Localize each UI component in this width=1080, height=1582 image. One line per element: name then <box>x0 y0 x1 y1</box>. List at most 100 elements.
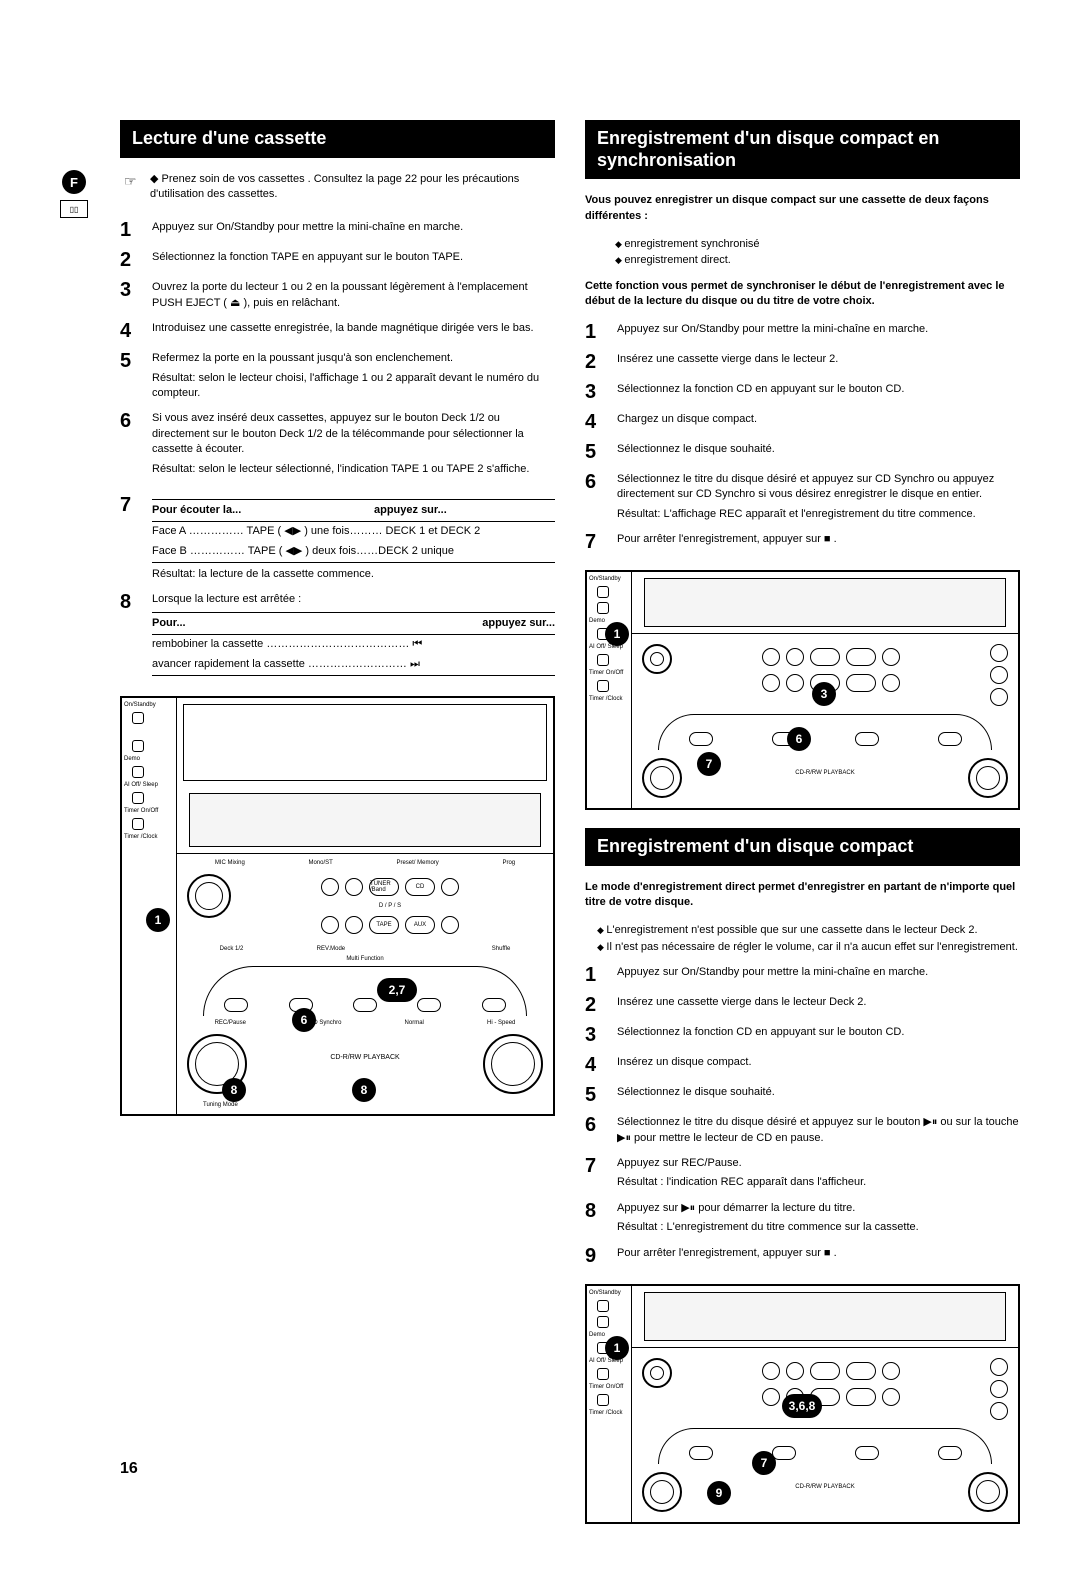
step-text: Sélectionnez le disque souhaité. <box>617 1085 1020 1105</box>
step: 6Sélectionnez le titre du disque désiré … <box>585 1115 1020 1146</box>
side-marker: F ▯▯ <box>60 170 88 218</box>
step-text: Insérez un disque compact. <box>617 1055 1020 1075</box>
power-btn-icon <box>990 644 1008 662</box>
step-text: Sélectionnez la fonction CD en appuyant … <box>617 382 1020 402</box>
step-result: Résultat: selon le lecteur sélectionné, … <box>152 462 555 477</box>
step-number: 5 <box>585 1085 607 1105</box>
step-7: 7 Pour écouter la...appuyez sur... Face … <box>120 495 555 583</box>
cd-btn-icon: CD <box>405 878 435 896</box>
step: 7Appuyez sur REC/Pause.Résultat : l'indi… <box>585 1156 1020 1191</box>
step-text: Sélectionnez le titre du disque désiré e… <box>617 472 1020 522</box>
step-result: Résultat: L'affichage REC apparaît et l'… <box>617 507 1020 522</box>
step-number: 3 <box>585 1025 607 1045</box>
callout-27: 2,7 <box>377 978 417 1002</box>
step: 3 Ouvrez la porte du lecteur 1 ou 2 en la… <box>120 280 555 311</box>
right-column: Enregistrement d'un disque compact en sy… <box>585 120 1020 1542</box>
pointer-icon: ☞ <box>124 172 137 192</box>
step-number: 6 <box>120 411 142 477</box>
step: 6Si vous avez inséré deux cassettes, app… <box>120 411 555 477</box>
step-text: Sélectionnez la fonction TAPE en appuyan… <box>152 250 555 270</box>
callout-6: 6 <box>292 1008 316 1032</box>
tape-btn-icon: TAPE <box>369 916 399 934</box>
standby-btn-icon <box>132 712 144 724</box>
step: 4 Insérez un disque compact. <box>585 1055 1020 1075</box>
language-badge: F <box>62 170 86 194</box>
step-number: 6 <box>585 1115 607 1146</box>
step-text: Pour arrêter l'enregistrement, appuyer s… <box>617 532 1020 552</box>
step-number: 2 <box>585 995 607 1015</box>
step-text: Pour arrêter l'enregistrement, appuyer s… <box>617 1246 1020 1266</box>
step-result: Résultat : l'indication REC apparaît dan… <box>617 1175 1020 1190</box>
callout-sync-3: 3 <box>812 682 836 706</box>
step-number: 1 <box>120 220 142 240</box>
step-number: 6 <box>585 472 607 522</box>
step-number: 7 <box>585 532 607 552</box>
rewind-table: Pour...appuyez sur... rembobiner la cass… <box>152 612 555 676</box>
tape-door-icon <box>183 704 547 781</box>
step-number: 5 <box>120 351 142 401</box>
step: 1 Appuyez sur On/Standby pour mettre la m… <box>585 965 1020 985</box>
device-diagram-sync: On/Standby Demo AI Off/ Sleep Timer On/O… <box>585 570 1020 810</box>
step-text: Refermez la porte en la poussant jusqu'à… <box>152 351 555 401</box>
step-text: Chargez un disque compact. <box>617 412 1020 432</box>
aux-btn-icon: AUX <box>405 916 435 934</box>
callout-dir-9: 9 <box>707 1481 731 1505</box>
callout-8a: 8 <box>222 1078 246 1102</box>
step-number: 4 <box>585 1055 607 1075</box>
step-text: Insérez une cassette vierge dans le lect… <box>617 995 1020 1015</box>
step-number: 8 <box>585 1201 607 1236</box>
callout-dir-1: 1 <box>605 1336 629 1360</box>
section-title-cassette: Lecture d'une cassette <box>120 120 555 158</box>
step: 5 Sélectionnez le disque souhaité. <box>585 442 1020 462</box>
step-text: Ouvrez la porte du lecteur 1 ou 2 en la … <box>152 280 555 311</box>
direct-bullets: L'enregistrement n'est possible que sur … <box>585 922 1020 955</box>
step-number: 2 <box>120 250 142 270</box>
step-text: Si vous avez inséré deux cassettes, appu… <box>152 411 555 477</box>
step-number: 5 <box>585 442 607 462</box>
section-title-direct: Enregistrement d'un disque compact <box>585 828 1020 866</box>
sync-note: Cette fonction vous permet de synchronis… <box>585 279 1020 310</box>
device-diagram-direct: On/Standby Demo AI Off/ Sleep Timer On/O… <box>585 1284 1020 1524</box>
step-number: 4 <box>585 412 607 432</box>
step: 8 Appuyez sur ▶⏸ pour démarrer la lecture… <box>585 1201 1020 1236</box>
sync-intro: Vous pouvez enregistrer un disque compac… <box>585 193 1020 224</box>
step-text: Appuyez sur On/Standby pour mettre la mi… <box>617 322 1020 342</box>
step-text: Appuyez sur ▶⏸ pour démarrer la lecture … <box>617 1201 1020 1236</box>
step-text: Sélectionnez le disque souhaité. <box>617 442 1020 462</box>
step-text: Sélectionnez la fonction CD en appuyant … <box>617 1025 1020 1045</box>
sync-bullets: enregistrement synchronisé enregistremen… <box>585 236 1020 269</box>
step: 9 Pour arrêter l'enregistrement, appuyer … <box>585 1246 1020 1266</box>
callout-1: 1 <box>146 908 170 932</box>
step: 6Sélectionnez le titre du disque désiré … <box>585 472 1020 522</box>
display-icon <box>189 793 541 847</box>
section-title-sync: Enregistrement d'un disque compact en sy… <box>585 120 1020 179</box>
step: 2Insérez une cassette vierge dans le lec… <box>585 352 1020 372</box>
step-result: Résultat: selon le lecteur choisi, l'aff… <box>152 371 555 402</box>
callout-8b: 8 <box>352 1078 376 1102</box>
step: 2 Sélectionnez la fonction TAPE en appuya… <box>120 250 555 270</box>
mic-knob-icon <box>187 874 231 918</box>
step: 4Introduisez une cassette enregistrée, l… <box>120 321 555 341</box>
step-result: Résultat : L'enregistrement du titre com… <box>617 1220 1020 1235</box>
step-number: 3 <box>585 382 607 402</box>
step-text: Appuyez sur On/Standby pour mettre la mi… <box>617 965 1020 985</box>
step-number: 1 <box>585 965 607 985</box>
step-number: 9 <box>585 1246 607 1266</box>
step: 1Appuyez sur On/Standby pour mettre la m… <box>585 322 1020 342</box>
step: 4 Chargez un disque compact. <box>585 412 1020 432</box>
step: 7 Pour arrêter l'enregistrement, appuyer … <box>585 532 1020 552</box>
callout-sync-1: 1 <box>605 622 629 646</box>
callout-dir-7: 7 <box>752 1451 776 1475</box>
step-number: 2 <box>585 352 607 372</box>
step-text: Appuyez sur On/Standby pour mettre la mi… <box>152 220 555 240</box>
step: 1 Appuyez sur On/Standby pour mettre la m… <box>120 220 555 240</box>
step-number: 7 <box>585 1156 607 1191</box>
play-table: Pour écouter la...appuyez sur... Face A … <box>152 499 555 563</box>
step: 2 Insérez une cassette vierge dans le lec… <box>585 995 1020 1015</box>
step: 5 Sélectionnez le disque souhaité. <box>585 1085 1020 1105</box>
left-column: Lecture d'une cassette ☞ ◆ Prenez soin d… <box>120 120 555 1542</box>
step-number: 3 <box>120 280 142 311</box>
direct-intro: Le mode d'enregistrement direct permet d… <box>585 880 1020 911</box>
dolby-icon: ▯▯ <box>60 200 88 218</box>
step-text: Introduisez une cassette enregistrée, la… <box>152 321 555 341</box>
